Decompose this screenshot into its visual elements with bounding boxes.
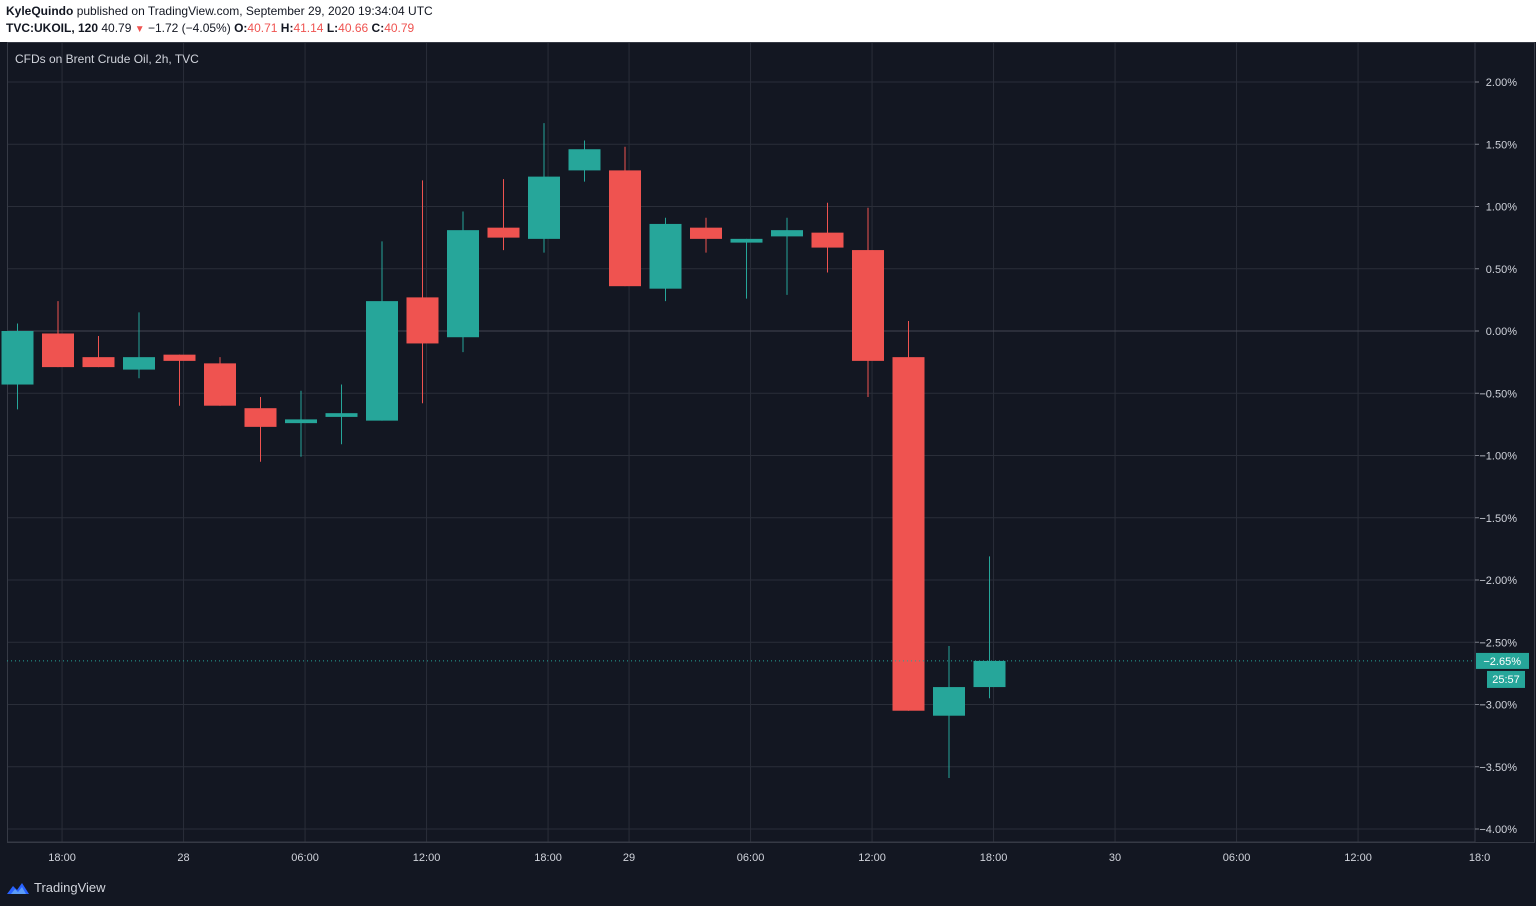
x-tick-label: 29 [623, 852, 635, 864]
high-value: 41.14 [293, 21, 324, 35]
y-tick-label: −0.50% [1479, 388, 1517, 400]
candle-body [244, 408, 277, 427]
open-value: 40.71 [247, 21, 278, 35]
x-tick-label: 18:00 [980, 852, 1008, 864]
publish-header: KyleQuindo published on TradingView.com,… [0, 0, 1536, 42]
price-chart[interactable]: 2.00% 1.50% 1.00% 0.50% 0.00% −0.50% −1.00% −1.… [0, 42, 1536, 872]
candle-body [325, 413, 358, 417]
high-label: H: [280, 21, 294, 35]
x-tick-label: 28 [177, 852, 189, 864]
candle-body [366, 301, 398, 421]
candle-body [204, 363, 236, 406]
author-name[interactable]: KyleQuindo [6, 4, 74, 18]
last-price-tag [1476, 652, 1529, 669]
x-tick-label: 18:00 [534, 852, 562, 864]
candle-body [447, 230, 479, 338]
candle-body [487, 227, 520, 238]
x-tick-label: 06:00 [1223, 852, 1251, 864]
y-tick-label: −1.50% [1479, 513, 1517, 525]
price-change: −1.72 (−4.05%) [147, 21, 231, 35]
tradingview-logo[interactable]: TradingView [6, 880, 106, 895]
tradingview-cloud-icon [7, 882, 29, 894]
candle-body [285, 419, 317, 424]
countdown-label: 25:57 [1492, 674, 1520, 686]
y-tick-label: −2.00% [1479, 575, 1517, 587]
low-value: 40.66 [338, 21, 369, 35]
ohlc-line: TVC:UKOIL, 120 40.79 ▼ −1.72 (−4.05%) O:… [6, 21, 414, 35]
x-tick-label: 18:0 [1469, 852, 1490, 864]
candle-body [690, 227, 722, 239]
candle-body [406, 297, 439, 344]
x-tick-label: 12:00 [858, 852, 886, 864]
chart-title: CFDs on Brent Crude Oil, 2h, TVC [15, 52, 199, 66]
low-label: L: [326, 21, 339, 35]
candle-body [730, 238, 763, 243]
publish-text: published on TradingView.com, September … [76, 4, 433, 18]
y-tick-label: 0.00% [1486, 326, 1517, 338]
candle-body [528, 176, 560, 239]
candle-body [568, 149, 601, 171]
open-label: O: [234, 21, 248, 35]
candle-body [1, 331, 34, 385]
y-tick-label: 1.50% [1486, 139, 1517, 151]
symbol-label: TVC:UKOIL, 120 [6, 21, 99, 35]
x-tick-label: 30 [1109, 852, 1121, 864]
candle-body [42, 333, 74, 368]
candle-body [771, 230, 803, 237]
x-tick-label: 12:00 [413, 852, 441, 864]
candle-body [123, 357, 155, 370]
y-tick-label: 0.50% [1486, 264, 1517, 276]
tradingview-brand: TradingView [34, 880, 106, 895]
down-triangle-icon: ▼ [134, 24, 145, 35]
y-tick-label: −4.00% [1479, 824, 1517, 836]
candle-body [163, 354, 196, 361]
candle-body [609, 170, 641, 287]
countdown-tag [1487, 670, 1525, 688]
y-tick-label: 1.00% [1486, 202, 1517, 214]
y-tick-label: −1.00% [1479, 451, 1517, 463]
close-label: C: [371, 21, 385, 35]
close-value: 40.79 [384, 21, 415, 35]
candle-body [811, 232, 844, 248]
candle-body [973, 660, 1006, 688]
plot-area [7, 42, 1475, 842]
y-tick-label: −3.50% [1479, 762, 1517, 774]
candle-body [852, 250, 884, 361]
publish-line: KyleQuindo published on TradingView.com,… [6, 4, 433, 18]
x-tick-label: 06:00 [737, 852, 765, 864]
x-tick-label: 12:00 [1344, 852, 1372, 864]
candle-body [933, 687, 965, 716]
candle-body [649, 223, 682, 289]
candle-body [82, 357, 115, 368]
x-tick-label: 18:00 [48, 852, 76, 864]
candle-body [892, 357, 925, 711]
footer [0, 872, 1536, 906]
y-tick-label: −3.00% [1479, 700, 1517, 712]
x-tick-label: 06:00 [291, 852, 319, 864]
last-price: 40.79 [101, 21, 132, 35]
last-price-label: −2.65% [1483, 656, 1521, 668]
y-tick-label: −2.50% [1479, 637, 1517, 649]
y-tick-label: 2.00% [1486, 77, 1517, 89]
